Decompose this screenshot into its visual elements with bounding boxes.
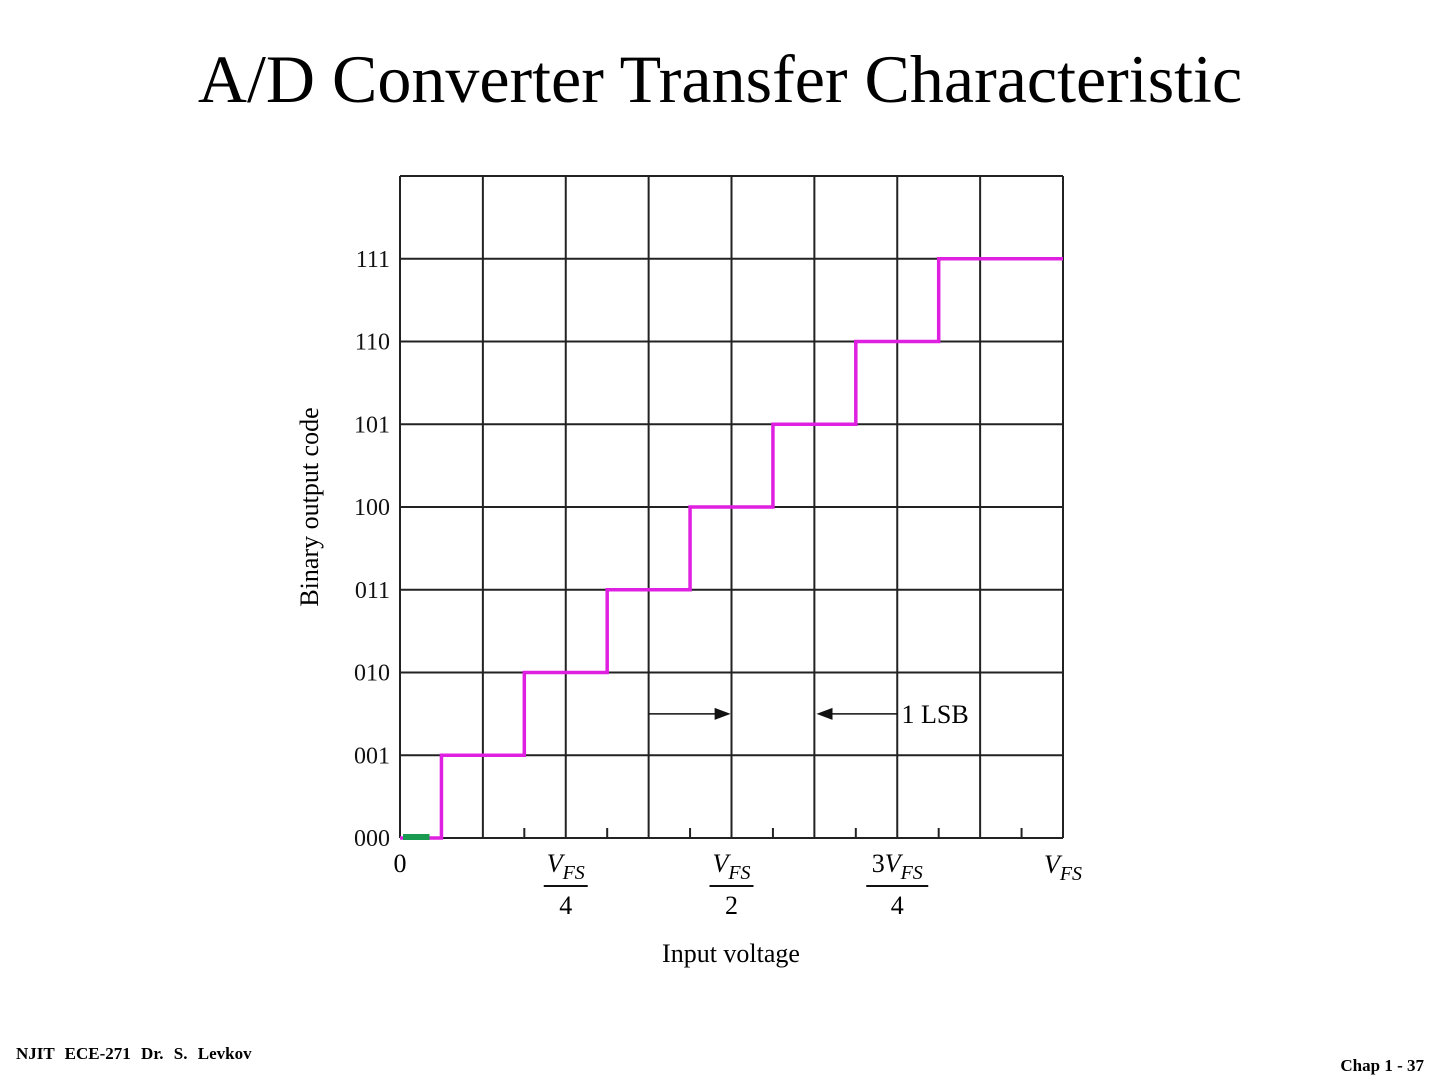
- arrow-head-left: [816, 707, 833, 720]
- y-tick-label: 000: [354, 826, 390, 852]
- y-tick-label: 011: [355, 578, 390, 604]
- y-axis-label: Binary output code: [295, 407, 324, 606]
- x-tick-numerator: 3VFS: [872, 849, 923, 884]
- x-tick-label: VFS: [1044, 850, 1082, 885]
- x-tick-label: 3VFS 4: [866, 849, 929, 920]
- x-tick-label: VFS 4: [543, 849, 588, 920]
- x-tick-label: 0: [394, 849, 407, 878]
- footer-course: NJIT ECE-271 Dr. S. Levkov: [16, 1044, 252, 1063]
- y-tick-label: 111: [356, 247, 390, 273]
- x-axis-label: Input voltage: [662, 939, 800, 968]
- y-tick-label: 010: [354, 661, 390, 687]
- arrow-head-right: [714, 707, 731, 720]
- annotation-label: 1 LSB: [902, 700, 969, 729]
- x-tick-label: VFS 2: [709, 849, 754, 920]
- x-tick-denominator: 4: [559, 891, 572, 920]
- x-tick-numerator: VFS: [547, 849, 585, 884]
- y-tick-label: 001: [354, 743, 390, 769]
- x-tick-denominator: 2: [725, 891, 738, 920]
- x-tick-numerator: VFS: [1044, 850, 1082, 885]
- y-tick-label: 101: [354, 412, 390, 438]
- slide-title: A/D Converter Transfer Characteristic: [197, 41, 1243, 117]
- step-series: [400, 257, 1063, 840]
- x-tick-numerator: VFS: [712, 849, 750, 884]
- y-tick-label: 110: [355, 330, 390, 356]
- y-tick-label: 100: [354, 495, 390, 521]
- x-tick-denominator: 4: [891, 891, 904, 920]
- footer-page: Chap 1 - 37: [1340, 1056, 1424, 1075]
